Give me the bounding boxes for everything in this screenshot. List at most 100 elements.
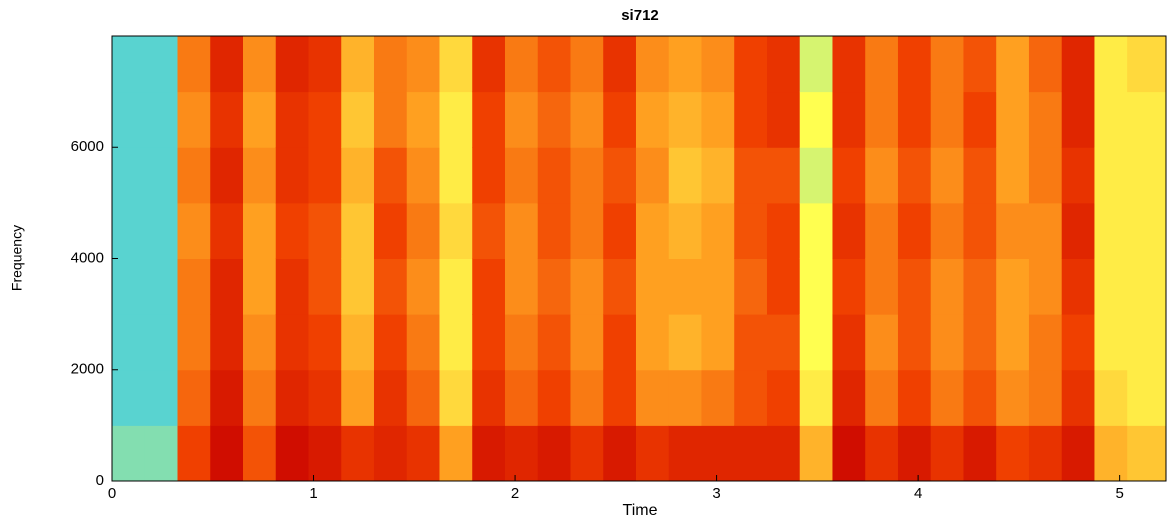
spectrogram-cell (308, 314, 342, 371)
spectrogram-cell (112, 36, 146, 93)
spectrogram-cell (144, 425, 178, 482)
spectrogram-cell (603, 425, 637, 482)
spectrogram-cell (472, 369, 506, 426)
spectrogram-cell (275, 258, 309, 315)
spectrogram-cell (668, 369, 702, 426)
spectrogram-cell (734, 425, 768, 482)
spectrogram-cell (275, 314, 309, 371)
spectrogram-cell (603, 258, 637, 315)
spectrogram-cell (930, 36, 964, 93)
spectrogram-cell (799, 425, 833, 482)
spectrogram-cell (570, 36, 604, 93)
spectrogram-cell (112, 91, 146, 148)
spectrogram-cell (701, 202, 735, 259)
spectrogram-cell (144, 369, 178, 426)
spectrogram-cell (766, 91, 801, 148)
spectrogram-cell (1028, 369, 1063, 426)
spectrogram-cell (930, 202, 964, 259)
spectrogram-cell (439, 314, 473, 371)
spectrogram-cell (504, 147, 539, 204)
spectrogram-cell (210, 91, 244, 148)
spectrogram-cell (668, 425, 702, 482)
spectrogram-cell (897, 369, 932, 426)
spectrogram-cell (570, 202, 604, 259)
spectrogram-cell (570, 369, 604, 426)
spectrogram-cell (406, 91, 440, 148)
spectrogram-cell (472, 91, 506, 148)
spectrogram-cell (439, 258, 473, 315)
spectrogram-cell (996, 258, 1030, 315)
spectrogram-cell (373, 202, 408, 259)
spectrogram-cell (341, 314, 375, 371)
spectrogram-cell (112, 369, 146, 426)
spectrogram-cell (766, 425, 801, 482)
spectrogram-cell (996, 425, 1030, 482)
spectrogram-cell (930, 425, 964, 482)
x-tick-label: 3 (712, 485, 720, 502)
spectrogram-cell (668, 91, 702, 148)
spectrogram-cell (930, 147, 964, 204)
spectrogram-cell (242, 147, 277, 204)
spectrogram-cell (537, 425, 571, 482)
spectrogram-cell (177, 258, 211, 315)
spectrogram-cell (439, 91, 473, 148)
spectrogram-cell (734, 36, 768, 93)
spectrogram-cell (734, 202, 768, 259)
spectrogram-cell (1094, 36, 1128, 93)
spectrogram-cell (963, 91, 997, 148)
spectrogram-cell (1061, 369, 1095, 426)
spectrogram-cell (275, 91, 309, 148)
spectrogram-cell (537, 147, 571, 204)
spectrogram-cell (1127, 36, 1167, 93)
spectrogram-cell (406, 369, 440, 426)
x-axis-label: Time (623, 502, 658, 519)
spectrogram-cell (832, 36, 866, 93)
spectrogram-cell (472, 425, 506, 482)
spectrogram-cell (439, 147, 473, 204)
spectrogram-cell (341, 147, 375, 204)
x-tick-label: 5 (1115, 485, 1123, 502)
spectrogram-cell (865, 36, 899, 93)
spectrogram-cell (373, 147, 408, 204)
y-tick-label: 6000 (71, 138, 104, 155)
spectrogram-cell (1127, 91, 1167, 148)
spectrogram-cell (897, 258, 932, 315)
spectrogram-cell (1028, 425, 1063, 482)
spectrogram-cell (865, 258, 899, 315)
spectrogram-cell (832, 258, 866, 315)
spectrogram-cell (373, 91, 408, 148)
spectrogram-cell (177, 369, 211, 426)
y-tick-label: 2000 (71, 361, 104, 378)
spectrogram-cell (1094, 147, 1128, 204)
spectrogram-cell (341, 36, 375, 93)
spectrogram-cell (439, 36, 473, 93)
spectrogram-cell (373, 258, 408, 315)
spectrogram-cell (635, 36, 670, 93)
spectrogram-cell (144, 202, 178, 259)
spectrogram-cell (275, 202, 309, 259)
spectrogram-cell (1028, 36, 1063, 93)
spectrogram-cell (1028, 147, 1063, 204)
spectrogram-cell (1061, 425, 1095, 482)
spectrogram-cell (930, 258, 964, 315)
spectrogram-cell (1094, 258, 1128, 315)
spectrogram-cell (996, 202, 1030, 259)
spectrogram-cell (963, 425, 997, 482)
spectrogram-cell (865, 202, 899, 259)
spectrogram-cell (373, 314, 408, 371)
y-tick-label: 0 (96, 472, 104, 489)
spectrogram-cell (439, 425, 473, 482)
spectrogram-cell (865, 369, 899, 426)
spectrogram-cell (734, 147, 768, 204)
spectrogram-cell (112, 147, 146, 204)
spectrogram-cell (1061, 147, 1095, 204)
y-tick-label: 4000 (71, 249, 104, 266)
spectrogram-cell (537, 36, 571, 93)
spectrogram-cell (275, 36, 309, 93)
spectrogram-cell (603, 147, 637, 204)
spectrogram-cell (504, 91, 539, 148)
spectrogram-cell (701, 36, 735, 93)
spectrogram-cell (832, 369, 866, 426)
spectrogram-cell (504, 258, 539, 315)
